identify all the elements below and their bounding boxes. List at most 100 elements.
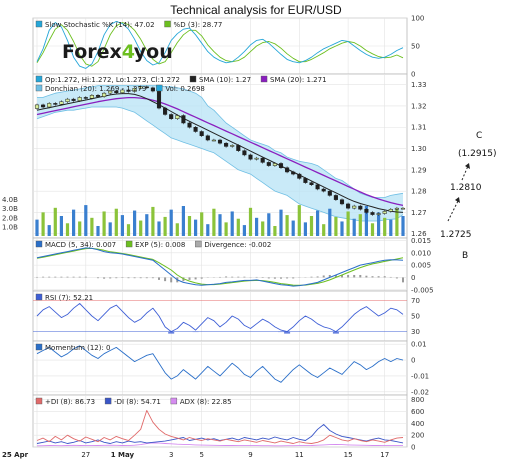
momentum-y-tick-label: 0: [411, 357, 415, 365]
candle-body: [53, 103, 58, 105]
volume-bar: [358, 214, 362, 236]
donchian-band: [37, 85, 403, 221]
svg-text:you: you: [134, 41, 173, 63]
price-y-tick-label: 1.31: [411, 124, 427, 132]
square-icon: [164, 20, 171, 28]
donchian-upper-line: [37, 85, 404, 198]
candle-body: [150, 87, 155, 92]
adx-y-tick-label: 400: [411, 420, 424, 428]
wave-label-b: B: [462, 251, 468, 261]
adx-y-tick-label: 600: [411, 408, 424, 416]
square-icon: [35, 240, 43, 248]
volume-bar: [47, 225, 51, 236]
square-icon: [35, 75, 43, 83]
candle-body: [230, 145, 235, 147]
macd-y-tick-label: 0: [411, 274, 415, 282]
candle-body: [303, 178, 308, 183]
volume-bar: [328, 208, 332, 236]
candle-body: [272, 163, 277, 166]
volume-bar: [194, 219, 198, 236]
candle-body: [41, 104, 46, 108]
arrow-head-icon: [465, 163, 470, 169]
volume-bar: [96, 226, 100, 236]
x-tick-label: 5: [199, 451, 203, 459]
volume-bar: [133, 210, 137, 236]
square-icon: [35, 397, 43, 405]
candle-body: [297, 173, 302, 179]
volume-bar: [102, 211, 106, 236]
volume-bar: [248, 207, 253, 236]
volume-bar: [279, 209, 283, 236]
candle-body: [205, 135, 210, 141]
wave-value-low: 1.2725: [440, 230, 472, 240]
candle-body: [120, 89, 125, 93]
momentum-line: [36, 345, 404, 383]
volume-bar: [236, 218, 240, 236]
volume-bar: [395, 209, 399, 236]
volume-bar: [285, 215, 289, 236]
volume-bar: [139, 220, 143, 236]
candle-body: [163, 107, 168, 115]
volume-bar: [309, 216, 314, 236]
volume-bar: [181, 206, 185, 236]
candle-body: [181, 115, 186, 124]
candle-body: [400, 207, 406, 210]
sma20-line: [36, 96, 404, 207]
x-tick-label: 25 Apr: [2, 451, 29, 459]
momentum-panel-frame: [32, 340, 408, 396]
candle-body: [59, 101, 64, 105]
candle-body: [370, 212, 375, 215]
volume-bar: [334, 216, 338, 236]
volume-bar: [316, 210, 320, 236]
candle-body: [291, 171, 296, 175]
wave-arrow-line: [447, 200, 459, 222]
adx-legend-label: ADX (8): 22.85: [180, 398, 232, 406]
price-y-tick-label: 1.33: [411, 81, 427, 89]
volume-bar: [53, 207, 57, 236]
stoch-k-line: [36, 20, 404, 69]
macd-y-tick-label: 0.015: [411, 237, 431, 245]
candle-body: [358, 205, 363, 210]
volume-y-tick-label: 1.0B: [2, 223, 18, 231]
candle-body: [34, 104, 40, 109]
volume-bar: [145, 214, 149, 236]
rsi-y-tick-label: 30: [411, 328, 420, 336]
plus-di-line: [36, 409, 404, 444]
momentum-y-tick-label: -0.01: [411, 372, 429, 380]
volume-bar: [72, 209, 76, 236]
svg-text:4: 4: [122, 41, 135, 63]
volume-bar: [126, 224, 131, 236]
volume-bar: [364, 206, 368, 236]
candle-body: [132, 88, 137, 92]
price-legend-label: Donchian (20): 1.269 - 1.279: [45, 85, 146, 93]
candle-body: [102, 92, 107, 97]
wave-value-c: (1.2915): [458, 149, 497, 159]
volume-y-tick-label: 3.0B: [2, 205, 18, 213]
svg-text:Forex: Forex: [62, 41, 122, 63]
wave-value-mid: 1.2810: [450, 183, 482, 193]
x-tick-label: 27: [81, 451, 90, 459]
candle-body: [83, 97, 88, 99]
volume-bar: [242, 225, 246, 236]
x-tick-label: 1 May: [111, 451, 135, 459]
volume-bar: [108, 222, 112, 236]
price-y-tick-label: 1.29: [411, 166, 427, 174]
price-legend-label: SMA (20): 1.271: [270, 76, 327, 84]
adx-y-tick-label: 0: [411, 444, 415, 452]
wave-arrow-line: [461, 165, 469, 181]
volume-bar: [200, 212, 204, 236]
macd-y-tick-label: 0.010: [411, 249, 431, 257]
volume-bar: [346, 211, 350, 236]
volume-bar: [230, 211, 234, 236]
stoch-legend-label: Slow Stochastic %K (14): 47.02: [45, 21, 155, 29]
stoch-legend-label: %D (3): 28.77: [174, 21, 223, 29]
stoch-y-tick-label: 0: [411, 71, 415, 79]
price-y-tick-label: 1.27: [411, 209, 427, 217]
candle-body: [376, 213, 381, 215]
square-icon: [35, 293, 43, 301]
volume-bar: [291, 220, 295, 236]
volume-bar: [297, 205, 301, 236]
candle-body: [285, 167, 290, 173]
minus-di-line: [36, 424, 404, 444]
